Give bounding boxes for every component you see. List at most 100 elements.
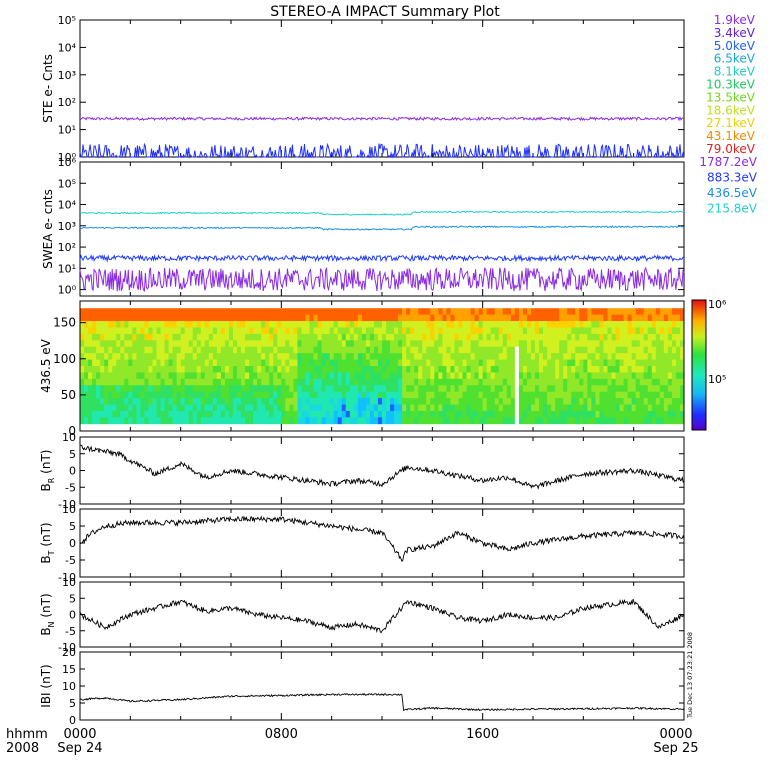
heatmap-cell (607, 321, 612, 328)
heatmap-cell (136, 308, 141, 316)
heatmap-cell (430, 398, 435, 405)
heatmap-cell (200, 372, 206, 380)
heatmap-cell (333, 359, 339, 367)
heatmap-cell (124, 308, 129, 316)
heatmap-cell (180, 327, 186, 335)
heatmap-cell (410, 385, 415, 393)
heatmap-cell (341, 417, 347, 425)
heatmap-cell (474, 404, 480, 412)
heatmap-cell (148, 417, 153, 425)
heatmap-cell (470, 366, 476, 373)
heatmap-cell (313, 327, 318, 335)
heatmap-cell (273, 321, 278, 328)
heatmap-cell (603, 372, 608, 380)
heatmap-cell (200, 385, 206, 393)
heatmap-cell (377, 346, 383, 354)
heatmap-cell (128, 398, 133, 405)
heatmap-cell (265, 417, 270, 425)
heatmap-cell (635, 346, 641, 354)
heatmap-cell (478, 366, 484, 373)
heatmap-cell (430, 340, 435, 348)
heatmap-cell (555, 372, 560, 380)
heatmap-cell (140, 410, 145, 418)
heatmap-cell (518, 308, 524, 316)
heatmap-cell (470, 372, 476, 380)
heatmap-cell (128, 372, 133, 380)
heatmap-cell (289, 410, 294, 418)
heatmap-cell (216, 378, 222, 386)
heatmap-cell (510, 321, 516, 328)
heatmap-cell (120, 385, 125, 393)
heatmap-cell (466, 321, 471, 328)
heatmap-cell (216, 314, 222, 322)
heatmap-cell (587, 391, 592, 399)
heatmap-cell (430, 385, 435, 393)
heatmap-cell (555, 417, 560, 425)
heatmap-cell (591, 391, 596, 399)
heatmap-cell (418, 359, 423, 367)
heatmap-cell (679, 321, 685, 328)
heatmap-cell (325, 359, 331, 367)
heatmap-cell (148, 366, 153, 373)
heatmap-cell (172, 321, 178, 328)
heatmap-cell (172, 327, 178, 335)
heatmap-cell (583, 359, 588, 367)
heatmap-cell (442, 333, 447, 341)
heatmap-cell (494, 359, 500, 367)
heatmap-cell (619, 417, 624, 425)
heatmap-cell (172, 333, 178, 341)
heatmap-cell (595, 359, 600, 367)
heatmap-cell (88, 321, 93, 328)
x-date-label: Sep 25 (653, 741, 698, 756)
heatmap-cell (410, 346, 415, 354)
ste-legend-entry: 18.6keV (706, 103, 756, 117)
heatmap-cell (583, 385, 588, 393)
heatmap-cell (522, 314, 528, 322)
heatmap-cell (635, 327, 641, 335)
heatmap-cell (321, 391, 327, 399)
heatmap-cell (237, 314, 242, 322)
heatmap-cell (386, 378, 391, 386)
heatmap-cell (591, 308, 596, 316)
heatmap-cell (667, 404, 673, 412)
heatmap-cell (84, 378, 89, 386)
heatmap-cell (406, 391, 411, 399)
heatmap-cell (567, 308, 572, 316)
heatmap-cell (269, 314, 274, 322)
heatmap-cell (224, 417, 230, 425)
heatmap-cell (530, 378, 536, 386)
heatmap-cell (88, 359, 93, 367)
heatmap-cell (128, 359, 133, 367)
heatmap-cell (313, 410, 318, 418)
heatmap-cell (627, 353, 633, 360)
heatmap-cell (450, 327, 455, 335)
heatmap-cell (297, 327, 302, 335)
heatmap-cell (587, 308, 592, 316)
field-line-B (79, 444, 685, 490)
heatmap-cell (200, 391, 206, 399)
heatmap-cell (659, 366, 665, 373)
heatmap-cell (611, 321, 616, 328)
heatmap-cell (112, 327, 117, 335)
heatmap-cell (655, 346, 661, 354)
heatmap-cell (361, 372, 367, 380)
heatmap-cell (184, 321, 190, 328)
heatmap-cell (233, 378, 238, 386)
heatmap-cell (482, 314, 488, 322)
heatmap-cell (325, 378, 331, 386)
heatmap-cell (132, 308, 137, 316)
heatmap-cell (510, 417, 516, 425)
heatmap-cell (518, 378, 524, 386)
heatmap-cell (651, 372, 657, 380)
heatmap-cell (474, 353, 480, 360)
heatmap-cell (535, 308, 540, 316)
heatmap-cell (390, 359, 395, 367)
heatmap-cell (120, 404, 125, 412)
heatmap-cell (490, 398, 496, 405)
heatmap-cell (233, 333, 238, 341)
heatmap-cell (317, 391, 322, 399)
heatmap-cell (659, 410, 665, 418)
heatmap-cell (438, 314, 443, 322)
heatmap-cell (530, 404, 536, 412)
